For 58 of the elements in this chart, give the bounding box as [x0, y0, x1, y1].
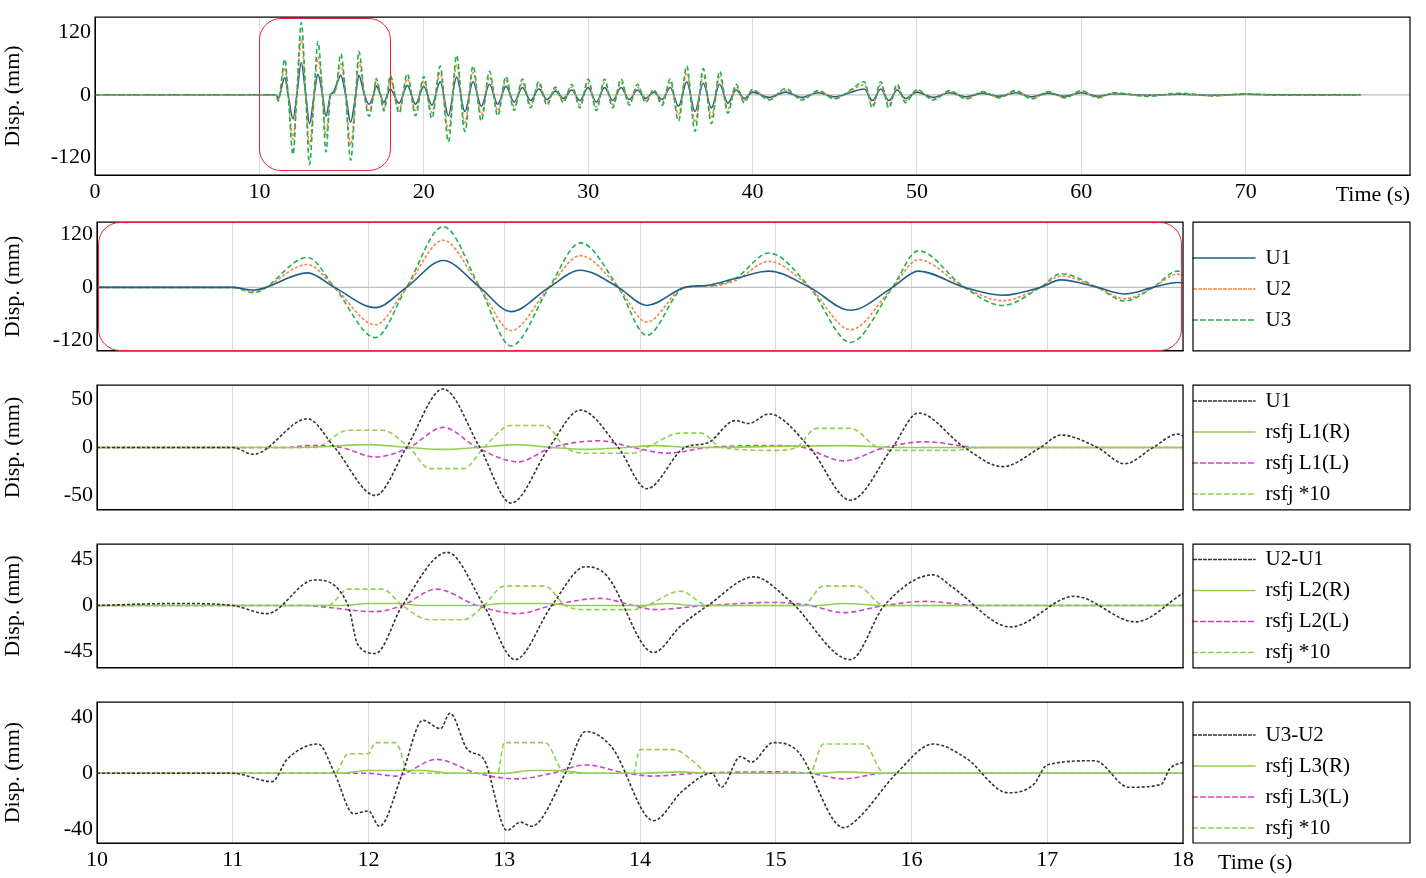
- y-tick-label: 120: [58, 17, 91, 43]
- legend-label: rsfj *10: [1265, 639, 1331, 664]
- legend-label: rsfj L2(L): [1265, 608, 1349, 633]
- x-tick-label: 30: [577, 177, 600, 203]
- legend-label: rsfj L3(L): [1265, 783, 1349, 808]
- legend-label: U3-U2: [1265, 721, 1324, 746]
- legend-label: rsfj L1(L): [1265, 449, 1349, 474]
- legend-label: U1: [1265, 387, 1292, 412]
- x-axis-title: Time (s): [1218, 848, 1293, 874]
- y-tick-label: 120: [60, 220, 93, 246]
- line-series: [97, 259, 1183, 313]
- line-series: [95, 21, 1362, 166]
- y-tick-label: -120: [50, 143, 91, 169]
- y-tick-label: 0: [82, 591, 93, 617]
- y-tick-label: -50: [63, 481, 93, 507]
- x-tick-label: 18: [1172, 845, 1194, 871]
- x-tick-label: 16: [900, 845, 923, 871]
- y-tick-label: 0: [80, 80, 91, 106]
- y-tick-label: 45: [71, 545, 93, 571]
- x-tick-label: 60: [1070, 177, 1093, 203]
- y-axis-title: Disp. (mm): [0, 721, 24, 824]
- legend-label: U2: [1265, 275, 1292, 300]
- line-series: [97, 712, 1183, 832]
- legend-label: rsfj *10: [1265, 814, 1331, 839]
- legend-label: U2-U1: [1265, 546, 1324, 571]
- line-series: [97, 551, 1183, 661]
- x-tick-label: 10: [86, 845, 108, 871]
- x-tick-label: 12: [357, 845, 380, 871]
- y-tick-label: -120: [52, 326, 93, 352]
- x-tick-label: 70: [1234, 177, 1257, 203]
- x-tick-label: 11: [222, 845, 244, 871]
- x-tick-label: 40: [741, 177, 764, 203]
- x-tick-label: 17: [1036, 845, 1059, 871]
- y-tick-label: 40: [71, 703, 93, 729]
- legend-label: U1: [1265, 244, 1292, 269]
- line-series: [97, 388, 1183, 504]
- y-tick-label: 0: [82, 759, 93, 785]
- x-axis-title: Time (s): [1335, 180, 1410, 206]
- y-tick-label: -40: [63, 814, 93, 840]
- y-tick-label: 0: [82, 433, 93, 459]
- y-tick-label: 0: [82, 273, 93, 299]
- y-axis-title: Disp. (mm): [0, 555, 24, 657]
- y-tick-label: 50: [71, 385, 93, 411]
- x-tick-label: 15: [764, 845, 787, 871]
- x-tick-label: 13: [493, 845, 516, 871]
- x-tick-label: 10: [248, 177, 271, 203]
- legend-label: rsfj *10: [1265, 480, 1331, 505]
- x-tick-label: 50: [905, 177, 928, 203]
- y-axis-title: Disp. (mm): [0, 235, 24, 338]
- legend-label: rsfj L3(R): [1265, 752, 1351, 777]
- legend-label: rsfj L2(R): [1265, 577, 1351, 602]
- x-tick-label: 14: [629, 845, 651, 871]
- y-tick-label: -45: [63, 637, 93, 663]
- x-tick-label: 20: [412, 177, 435, 203]
- y-axis-title: Disp. (mm): [0, 396, 24, 499]
- legend-label: U3: [1265, 306, 1292, 331]
- legend-label: rsfj L1(R): [1265, 418, 1351, 443]
- y-axis-title: Disp. (mm): [0, 45, 24, 147]
